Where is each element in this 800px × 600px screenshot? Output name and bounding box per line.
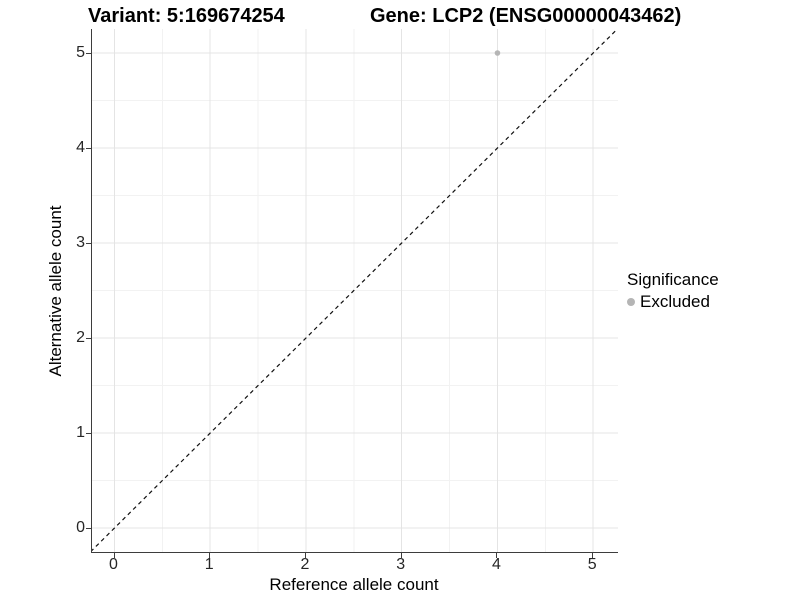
x-tick-label: 3 — [396, 556, 406, 573]
x-tick-label: 5 — [587, 556, 597, 573]
x-tick-label: 2 — [300, 556, 310, 573]
identity-line — [92, 29, 618, 552]
y-axis-title: Alternative allele count — [46, 205, 65, 377]
y-tick-mark — [86, 528, 91, 529]
x-tick-mark — [209, 553, 211, 558]
x-tick-mark — [496, 553, 498, 558]
y-tick-label: 4 — [76, 139, 85, 156]
x-tick-label: 1 — [204, 556, 214, 573]
variant-title: Variant: 5:169674254 — [88, 5, 285, 27]
legend-item: Excluded — [627, 292, 719, 312]
legend-label: Excluded — [640, 292, 710, 311]
y-tick-label: 2 — [76, 329, 85, 346]
x-axis-title: Reference allele count — [269, 575, 439, 594]
data-point — [494, 50, 501, 56]
x-tick-mark — [592, 553, 594, 558]
y-tick-mark — [86, 433, 91, 434]
legend-title: Significance — [627, 270, 719, 289]
plot-panel — [91, 29, 618, 553]
y-tick-mark — [86, 243, 91, 244]
x-tick-mark — [113, 553, 115, 558]
x-tick-label: 0 — [109, 556, 118, 573]
y-tick-label: 5 — [76, 44, 85, 61]
x-tick-mark — [304, 553, 306, 558]
legend-point-icon — [627, 298, 635, 306]
x-tick-label: 4 — [492, 556, 501, 573]
y-tick-mark — [86, 338, 91, 339]
y-tick-label: 0 — [76, 519, 85, 536]
scatter-plot-canvas — [92, 29, 618, 552]
legend: Significance Excluded — [627, 270, 719, 312]
x-tick-mark — [400, 553, 402, 558]
y-tick-mark — [86, 53, 91, 54]
legend-items: Excluded — [627, 292, 719, 312]
y-tick-label: 1 — [76, 424, 85, 441]
gene-title: Gene: LCP2 (ENSG00000043462) — [370, 5, 682, 27]
y-tick-mark — [86, 148, 91, 149]
y-tick-label: 3 — [76, 234, 85, 251]
